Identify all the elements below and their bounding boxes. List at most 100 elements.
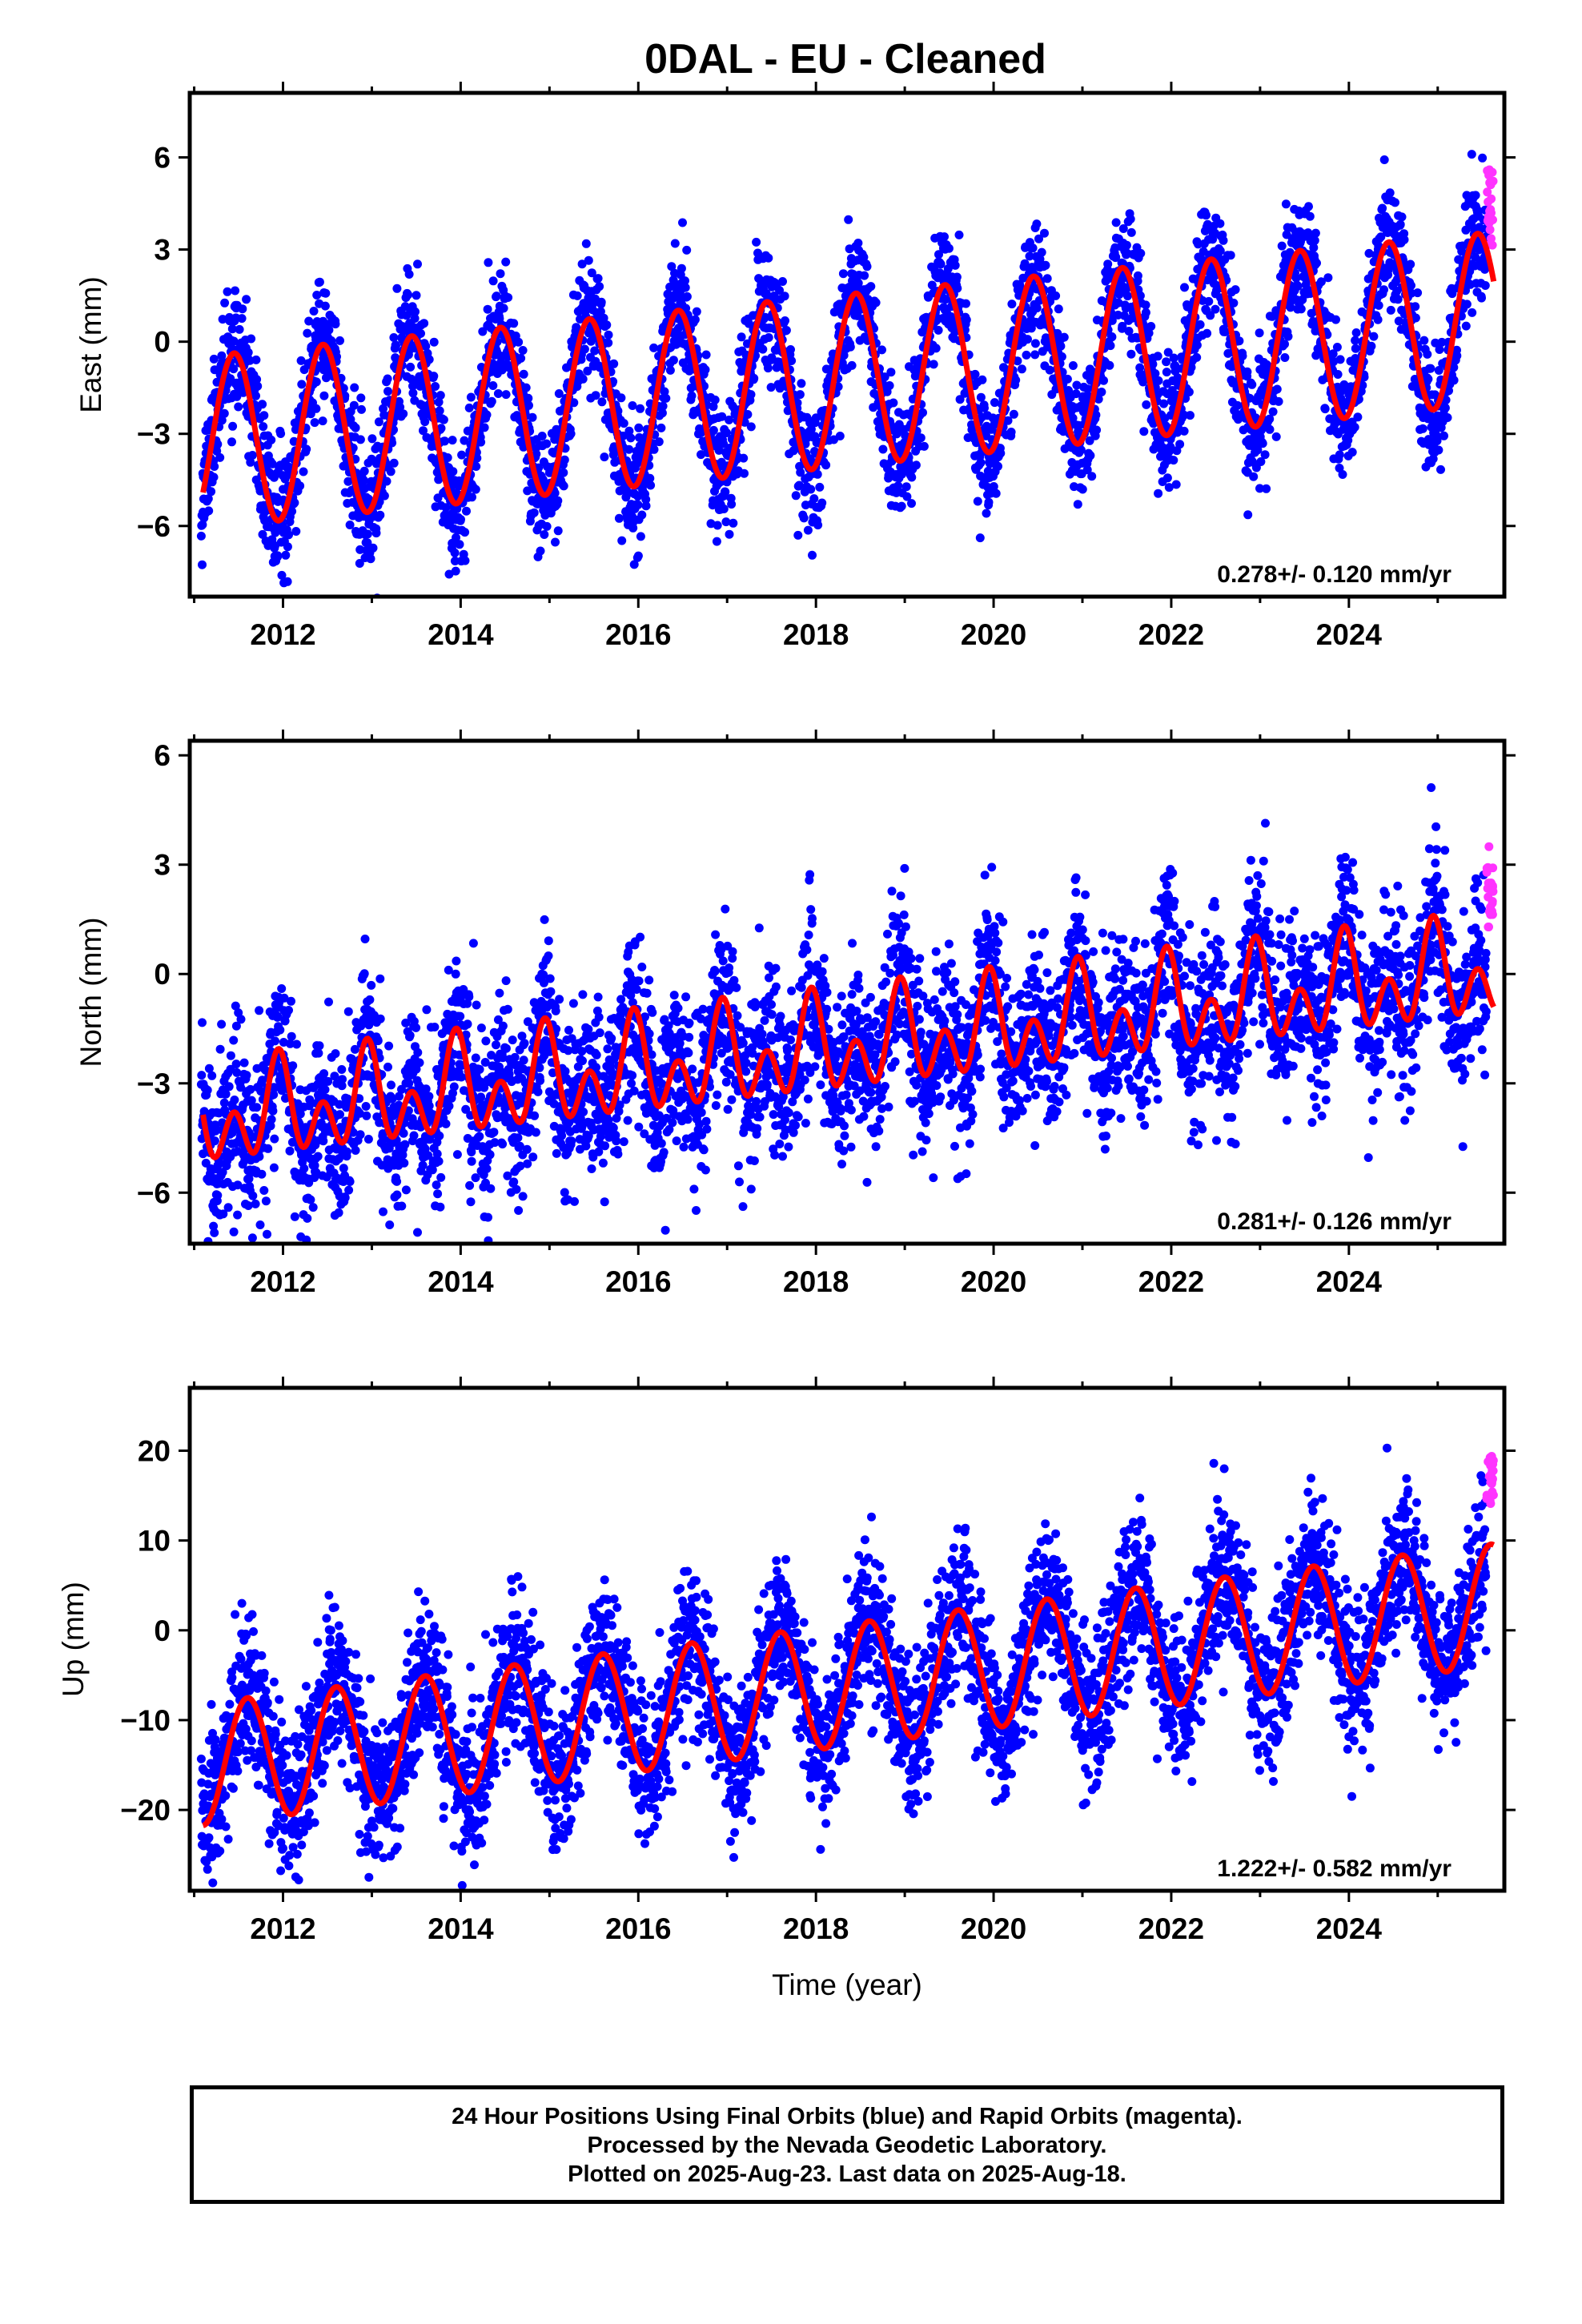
final-orbit-point <box>499 304 508 313</box>
final-orbit-point <box>310 418 319 428</box>
final-orbit-point <box>217 1019 227 1029</box>
y-tick-label: 3 <box>154 234 171 267</box>
final-orbit-point <box>1142 400 1151 409</box>
final-orbit-point <box>559 468 568 477</box>
final-orbit-point <box>223 1203 233 1212</box>
final-orbit-point <box>255 486 265 496</box>
final-orbit-point <box>482 410 492 420</box>
final-orbit-point <box>303 328 312 338</box>
final-orbit-point <box>1126 215 1135 223</box>
x-tick-label: 2012 <box>250 618 315 651</box>
final-orbit-point <box>210 462 219 471</box>
final-orbit-point <box>1331 315 1340 324</box>
final-orbit-point <box>1265 424 1275 434</box>
final-orbit-point <box>219 408 229 418</box>
final-orbit-point <box>1407 281 1415 290</box>
east-panel: 2012 2014 2016 2018 2020 2022 2024−6−3036East … <box>74 82 1516 651</box>
final-orbit-point <box>1215 219 1225 228</box>
final-orbit-point <box>359 466 369 476</box>
final-orbit-point <box>456 515 465 525</box>
final-orbit-point <box>813 521 823 530</box>
final-orbit-point <box>1162 357 1171 367</box>
final-orbit-point <box>382 476 391 486</box>
page-title: 0DAL - EU - Cleaned <box>644 36 1046 82</box>
final-orbit-point <box>487 396 496 406</box>
final-orbit-point <box>234 402 243 412</box>
final-orbit-point <box>1017 364 1026 374</box>
final-orbit-point <box>227 324 237 334</box>
final-orbit-point <box>628 523 638 533</box>
final-orbit-point <box>416 328 425 338</box>
final-orbit-point <box>973 497 982 506</box>
final-orbit-point <box>320 301 330 311</box>
final-orbit-point <box>743 410 753 419</box>
final-orbit-point <box>312 291 322 300</box>
final-orbit-point <box>578 374 588 384</box>
final-orbit-point <box>1219 235 1228 245</box>
final-orbit-point <box>1126 349 1136 359</box>
final-orbit-point <box>952 272 962 282</box>
final-orbit-point <box>314 1048 323 1058</box>
final-orbit-point <box>721 487 730 497</box>
final-orbit-point <box>209 354 219 364</box>
final-orbit-point <box>204 506 214 516</box>
final-orbit-point <box>315 277 324 287</box>
final-orbit-point <box>1028 243 1038 253</box>
final-orbit-point <box>207 487 216 497</box>
final-orbit-point <box>624 444 634 454</box>
final-orbit-point <box>1175 440 1185 449</box>
final-orbit-point <box>287 507 297 516</box>
final-orbit-point <box>929 360 938 369</box>
final-orbit-point <box>253 381 263 391</box>
final-orbit-point <box>434 397 444 407</box>
final-orbit-point <box>493 389 503 398</box>
final-orbit-point <box>1399 235 1409 244</box>
final-orbit-point <box>1467 150 1476 159</box>
final-orbit-point <box>313 1152 323 1161</box>
final-orbit-point <box>536 546 545 556</box>
final-orbit-point <box>712 537 721 546</box>
final-orbit-point <box>275 1025 285 1035</box>
final-orbit-point <box>247 1233 257 1243</box>
final-orbit-point <box>349 400 359 410</box>
final-orbit-point <box>687 391 697 400</box>
final-orbit-point <box>435 406 444 416</box>
final-orbit-point <box>251 391 260 400</box>
final-orbit-point <box>263 1229 271 1239</box>
final-orbit-point <box>1418 424 1427 433</box>
final-orbit-point <box>198 520 207 529</box>
final-orbit-point <box>636 532 645 541</box>
final-orbit-point <box>342 1147 351 1156</box>
final-orbit-point <box>780 292 789 301</box>
final-orbit-point <box>230 1096 239 1104</box>
final-orbit-point <box>860 271 869 280</box>
north-panel: 2012 2014 2016 2018 2020 2022 2024−6−3036North… <box>74 730 1516 1298</box>
final-orbit-point <box>633 551 643 561</box>
final-orbit-point <box>1154 376 1163 385</box>
final-orbit-point <box>1281 199 1291 209</box>
final-orbit-point <box>366 554 375 564</box>
final-orbit-point <box>953 283 962 293</box>
final-orbit-point <box>496 269 505 279</box>
final-orbit-point <box>350 383 359 392</box>
final-orbit-point <box>803 525 813 535</box>
final-orbit-point <box>1461 321 1471 331</box>
final-orbit-point <box>1123 292 1132 301</box>
final-orbit-point <box>1436 464 1445 474</box>
final-orbit-point <box>844 215 853 224</box>
final-orbit-point <box>1452 351 1462 360</box>
final-orbit-point <box>982 509 991 518</box>
final-orbit-point <box>1449 376 1459 385</box>
final-orbit-point <box>1393 295 1403 304</box>
final-orbit-point <box>1338 470 1347 479</box>
final-orbit-point <box>299 1164 309 1173</box>
final-orbit-point <box>658 401 668 411</box>
final-orbit-point <box>1097 388 1106 396</box>
final-orbit-point <box>375 510 385 520</box>
final-orbit-point <box>1023 335 1032 344</box>
final-orbit-point <box>758 344 768 354</box>
final-orbit-point <box>1133 271 1142 280</box>
final-orbit-point <box>236 1015 246 1024</box>
final-orbit-point <box>1007 300 1017 309</box>
final-orbit-point <box>1238 352 1247 360</box>
